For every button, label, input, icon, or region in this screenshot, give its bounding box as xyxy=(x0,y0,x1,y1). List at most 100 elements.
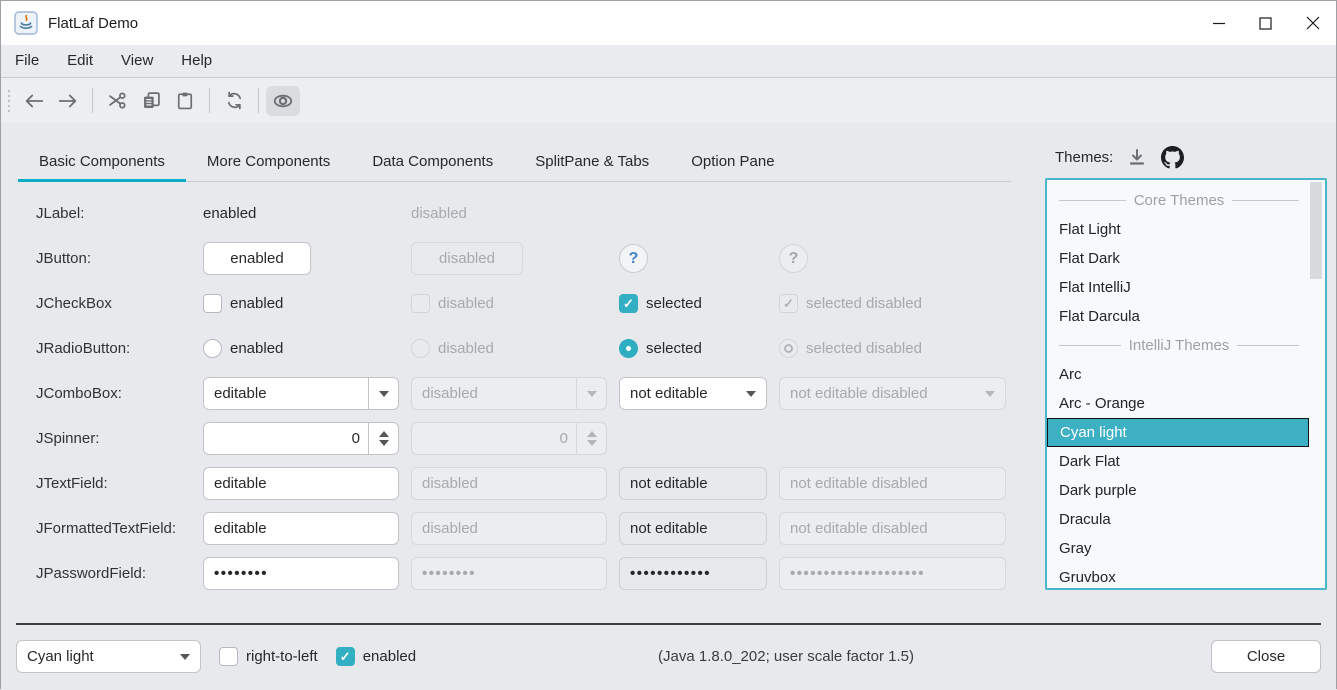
theme-item[interactable]: Flat Dark xyxy=(1059,250,1120,267)
checkbox-selected[interactable]: ✓ selected xyxy=(619,294,767,313)
window-controls xyxy=(1195,1,1336,45)
jlabel-enabled: enabled xyxy=(203,205,257,222)
back-arrow-icon xyxy=(25,94,44,107)
chevron-down-icon xyxy=(378,440,389,446)
checkbox-label: right-to-left xyxy=(246,648,318,665)
theme-item[interactable]: Arc - Orange xyxy=(1059,395,1145,412)
tab-basic-components[interactable]: Basic Components xyxy=(18,145,186,182)
theme-group-separator: Core Themes xyxy=(1047,186,1309,215)
tab-bar: Basic Components More Components Data Co… xyxy=(18,145,1011,182)
chevron-up-icon xyxy=(378,431,389,437)
github-link-button[interactable] xyxy=(1161,145,1185,169)
checkbox-enabled[interactable]: enabled xyxy=(203,294,399,313)
jlabel-row-label: JLabel: xyxy=(36,205,85,222)
cut-button[interactable] xyxy=(100,86,134,116)
combobox-value[interactable]: editable xyxy=(214,385,267,402)
theme-item[interactable]: Dark purple xyxy=(1059,482,1137,499)
themes-header: Themes: xyxy=(1055,143,1327,171)
forward-button[interactable] xyxy=(51,86,85,116)
themes-list: Core Themes Flat Light Flat Dark Flat In… xyxy=(1045,178,1327,590)
themes-scrollbar[interactable] xyxy=(1309,182,1323,586)
passwordfield-disabled: •••••••• xyxy=(411,557,607,590)
close-window-button[interactable] xyxy=(1289,1,1336,45)
chevron-down-icon xyxy=(985,390,995,397)
jbutton-row-label: JButton: xyxy=(36,250,92,267)
right-to-left-checkbox[interactable]: right-to-left xyxy=(219,647,318,666)
combobox-arrow-button[interactable] xyxy=(736,378,766,409)
close-button[interactable]: Close xyxy=(1211,640,1321,673)
combobox-value: disabled xyxy=(422,385,478,402)
theme-item[interactable]: Dracula xyxy=(1059,511,1111,528)
tab-more-components[interactable]: More Components xyxy=(206,153,331,170)
radio-enabled[interactable]: enabled xyxy=(203,339,399,358)
scrollbar-thumb[interactable] xyxy=(1310,182,1322,279)
checkbox-checked-icon[interactable]: ✓ xyxy=(335,647,355,666)
back-button[interactable] xyxy=(17,86,51,116)
toolbar-separator xyxy=(92,88,93,113)
textfield-editable[interactable]: editable xyxy=(203,467,399,500)
spinner-value[interactable]: 0 xyxy=(351,430,360,447)
chevron-down-icon xyxy=(586,390,597,397)
passwordfield-not-editable-disabled: •••••••••••••••••••• xyxy=(779,557,1006,590)
combobox-arrow-button[interactable] xyxy=(368,378,398,409)
help-button[interactable]: ? xyxy=(619,244,648,273)
checkbox-icon[interactable] xyxy=(203,294,222,313)
combobox-not-editable[interactable]: not editable xyxy=(619,377,767,410)
radio-selected-icon[interactable] xyxy=(619,339,638,358)
theme-select-combobox[interactable]: Cyan light xyxy=(16,640,201,673)
tab-splitpane-tabs[interactable]: SplitPane & Tabs xyxy=(535,153,650,170)
combobox-arrow-button xyxy=(576,378,606,409)
enabled-button[interactable]: enabled xyxy=(203,242,311,275)
theme-item[interactable]: Flat Light xyxy=(1059,221,1121,238)
jtextfield-row-label: JTextField: xyxy=(36,475,108,492)
jformattedtextfield-row-label: JFormattedTextField: xyxy=(36,520,177,537)
combobox-arrow-button[interactable] xyxy=(170,641,200,672)
maximize-button[interactable] xyxy=(1242,1,1289,45)
spinner-disabled: 0 xyxy=(411,422,607,455)
theme-item-selected[interactable]: Cyan light xyxy=(1047,418,1309,447)
clipboard-icon xyxy=(177,92,193,110)
jcheckbox-row-label: JCheckBox xyxy=(36,295,112,312)
passwordfield-editable[interactable]: •••••••• xyxy=(203,557,399,590)
minimize-button[interactable] xyxy=(1195,1,1242,45)
theme-item[interactable]: Gray xyxy=(1059,540,1092,557)
menu-edit[interactable]: Edit xyxy=(67,52,94,69)
menu-help[interactable]: Help xyxy=(181,52,213,69)
chevron-down-icon xyxy=(378,390,389,397)
enabled-checkbox[interactable]: ✓ enabled xyxy=(335,647,416,666)
checkbox-checked-icon[interactable]: ✓ xyxy=(619,294,638,313)
theme-group-separator: IntelliJ Themes xyxy=(1047,331,1309,360)
radio-icon xyxy=(411,339,430,358)
spinner-buttons[interactable] xyxy=(368,423,398,454)
copy-button[interactable] xyxy=(134,86,168,116)
radio-selected[interactable]: selected xyxy=(619,339,767,358)
checkbox-icon[interactable] xyxy=(219,647,238,666)
spinner-enabled[interactable]: 0 xyxy=(203,422,399,455)
combobox-value[interactable]: Cyan light xyxy=(27,648,94,665)
theme-item[interactable]: Gruvbox xyxy=(1059,569,1116,586)
combobox-editable[interactable]: editable xyxy=(203,377,399,410)
refresh-button[interactable] xyxy=(217,86,251,116)
theme-item[interactable]: Flat IntelliJ xyxy=(1059,279,1131,296)
copy-icon xyxy=(143,92,160,108)
formattedtextfield-not-editable-disabled: not editable disabled xyxy=(779,512,1006,545)
theme-item[interactable]: Arc xyxy=(1059,366,1082,383)
main-content: Basic Components More Components Data Co… xyxy=(1,123,1336,623)
theme-item[interactable]: Flat Darcula xyxy=(1059,308,1140,325)
paste-button[interactable] xyxy=(168,86,202,116)
radio-icon[interactable] xyxy=(203,339,222,358)
tab-data-components[interactable]: Data Components xyxy=(372,153,494,170)
jcombobox-row-label: JComboBox: xyxy=(36,385,122,402)
theme-item[interactable]: Dark Flat xyxy=(1059,453,1120,470)
refresh-icon xyxy=(227,91,241,110)
formattedtextfield-editable[interactable]: editable xyxy=(203,512,399,545)
formattedtextfield-disabled: disabled xyxy=(411,512,607,545)
tab-option-pane[interactable]: Option Pane xyxy=(691,153,775,170)
menu-file[interactable]: File xyxy=(15,52,40,69)
combobox-not-editable-disabled: not editable disabled xyxy=(779,377,1006,410)
menu-view[interactable]: View xyxy=(121,52,154,69)
download-theme-button[interactable] xyxy=(1127,147,1147,167)
scissors-icon xyxy=(108,92,126,109)
toolbar-grip[interactable] xyxy=(8,89,10,112)
eye-toggle-button[interactable] xyxy=(266,85,300,116)
